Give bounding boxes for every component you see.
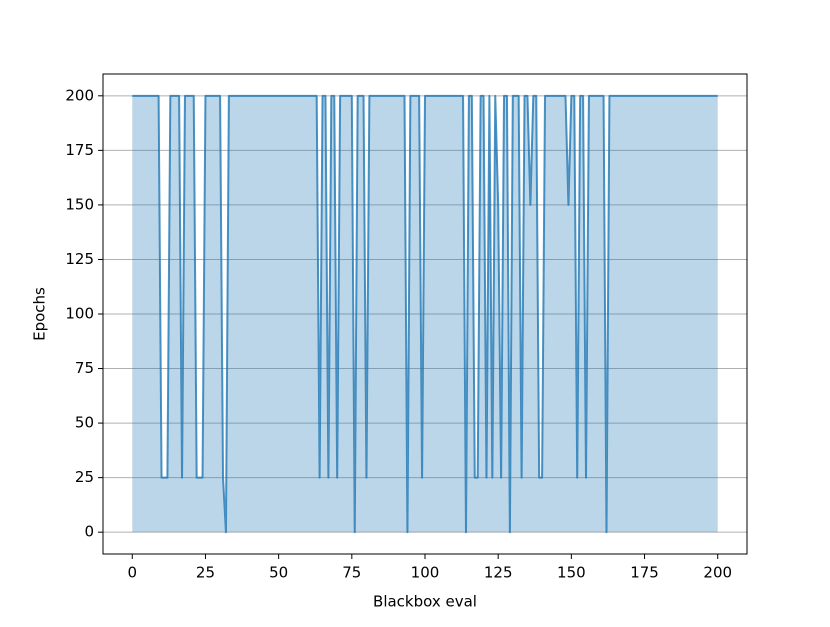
y-tick-label: 175 — [65, 141, 94, 159]
x-axis-label: Blackbox eval — [373, 593, 477, 611]
x-tick-label: 100 — [411, 564, 440, 582]
y-tick-label: 150 — [65, 195, 94, 213]
axes-frame — [102, 73, 748, 555]
line — [132, 94, 718, 534]
x-tick-label: 50 — [269, 564, 288, 582]
y-axis-label: Epochs — [31, 287, 49, 341]
x-tick-label: 75 — [342, 564, 361, 582]
y-tick-label: 100 — [65, 305, 94, 323]
y-tick-label: 200 — [65, 86, 94, 104]
y-tick-label: 0 — [84, 523, 94, 541]
y-tick-label: 125 — [65, 250, 94, 268]
x-tick-label: 25 — [196, 564, 215, 582]
y-tick-label: 50 — [75, 414, 94, 432]
x-tick-label: 125 — [484, 564, 513, 582]
area — [132, 95, 718, 533]
x-tick-label: 175 — [630, 564, 659, 582]
x-tick-label: 200 — [703, 564, 732, 582]
y-tick-label: 25 — [75, 468, 94, 486]
y-tick-label: 75 — [75, 359, 94, 377]
x-tick-label: 150 — [557, 564, 586, 582]
x-tick-label: 0 — [127, 564, 137, 582]
